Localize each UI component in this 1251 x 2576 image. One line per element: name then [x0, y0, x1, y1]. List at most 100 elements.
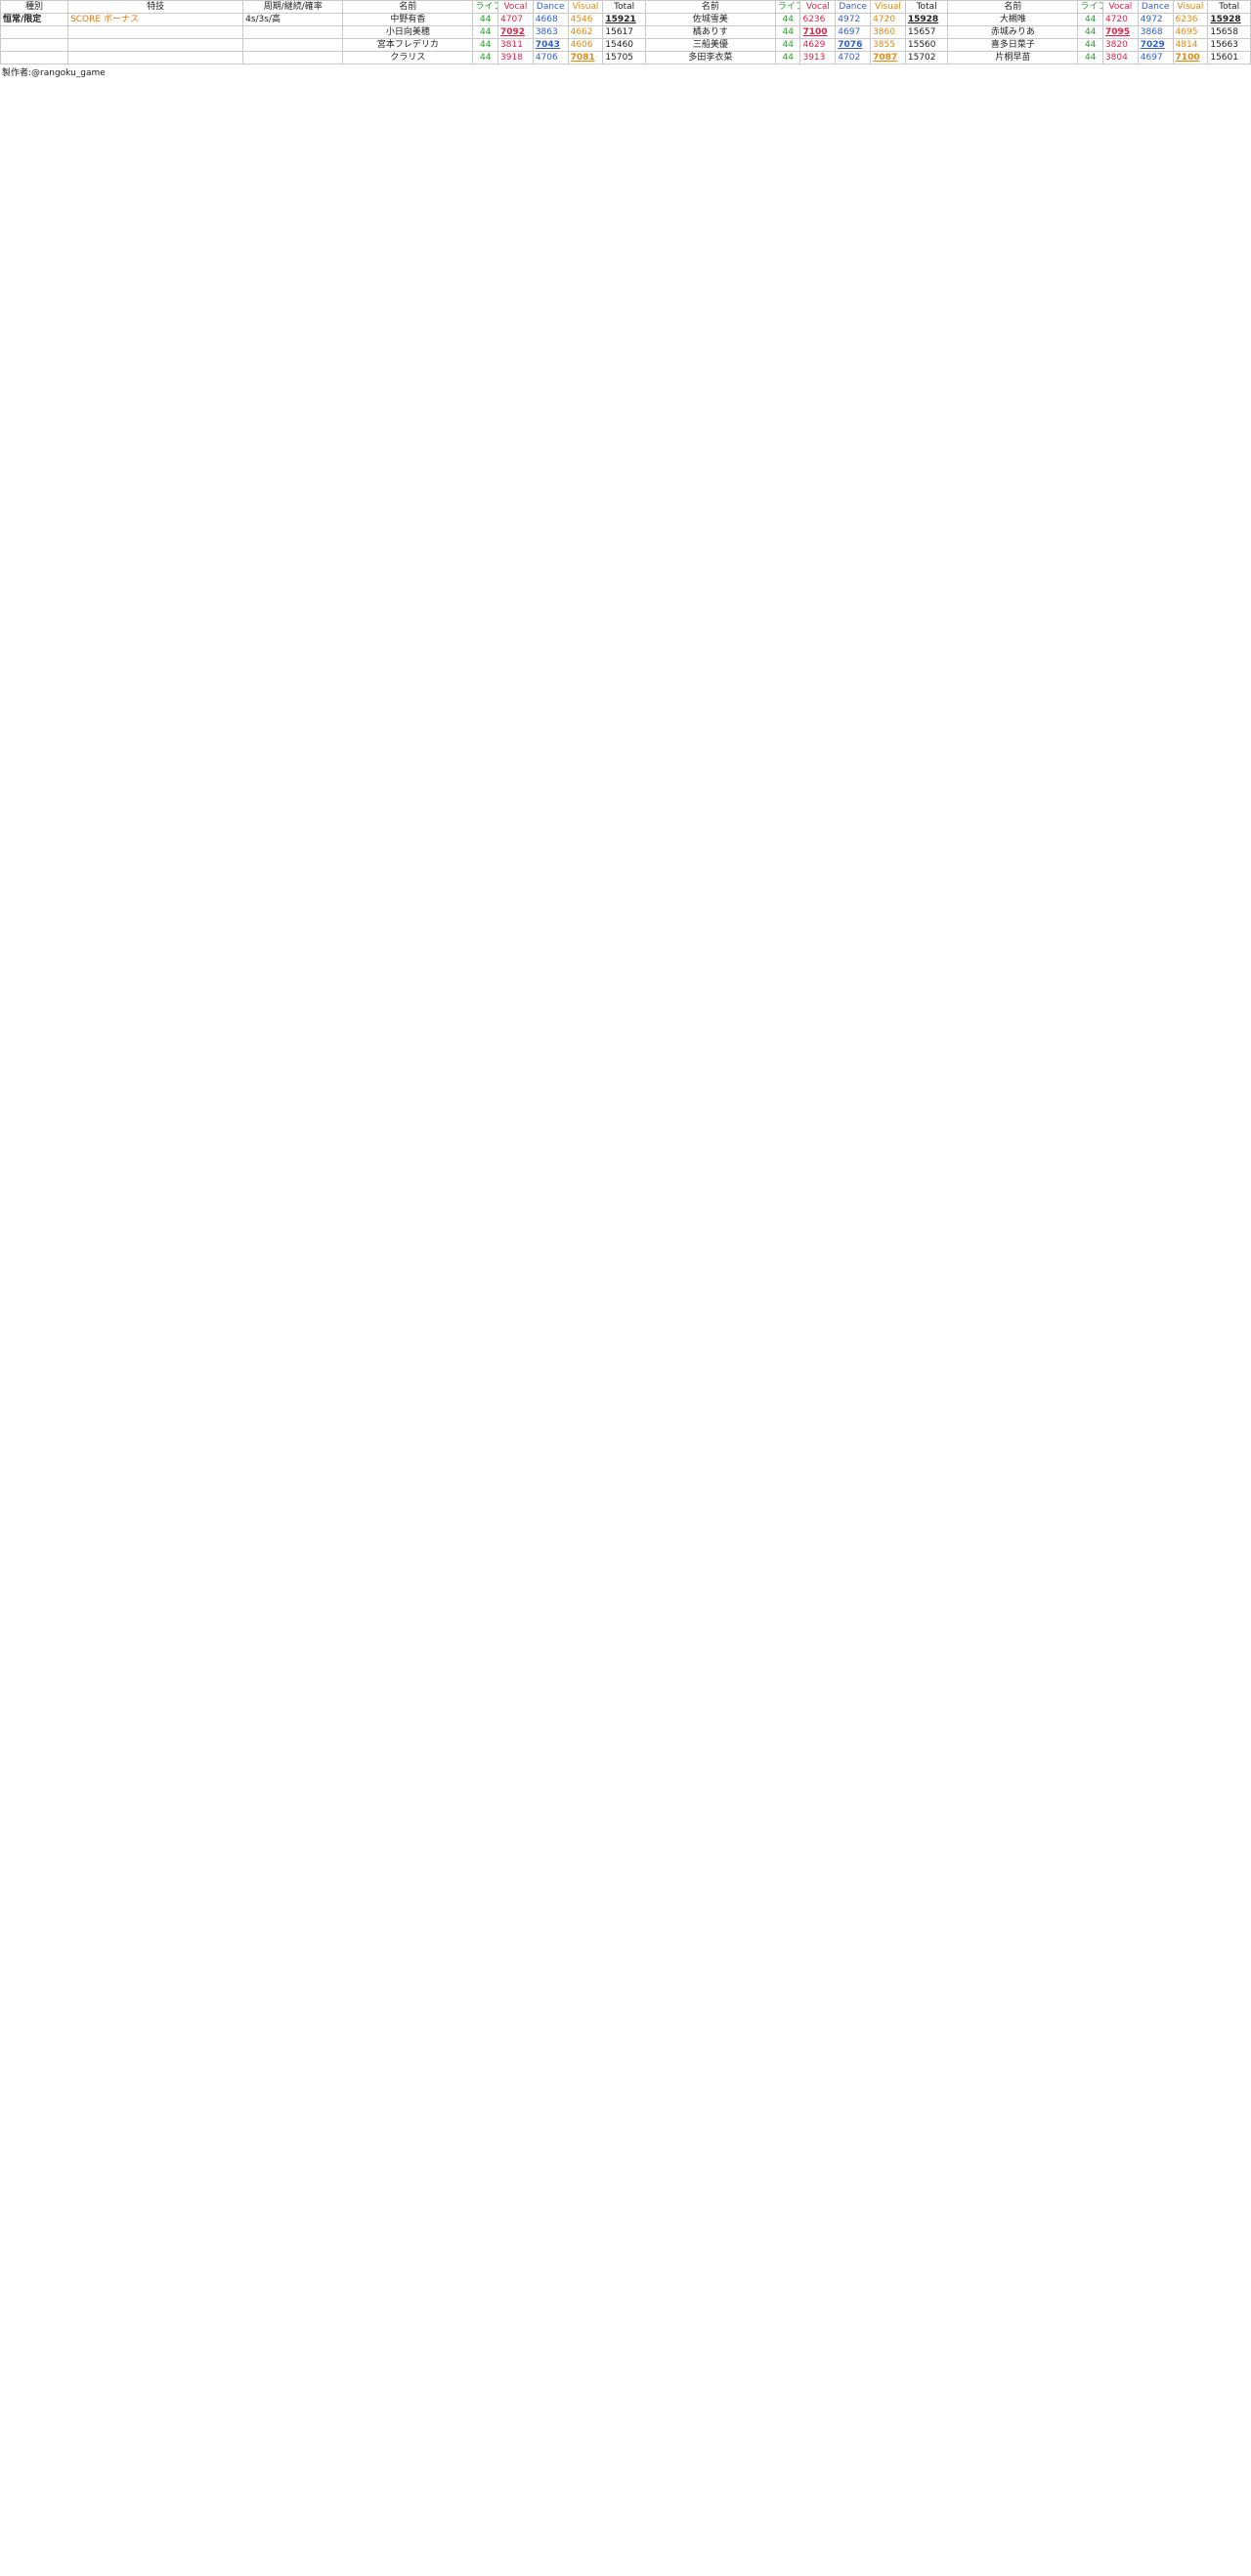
dance-value: 4697	[1137, 51, 1174, 64]
header-cooldown: 周期/継続/確率	[242, 0, 344, 14]
visual-value: 3860	[870, 25, 906, 39]
vocal-value: 6236	[799, 13, 837, 26]
life-value: 44	[1077, 38, 1103, 52]
header-dance: Dance	[1137, 0, 1174, 14]
total-value: 15560	[904, 38, 949, 52]
life-value: 44	[774, 51, 801, 64]
feature-cell	[67, 25, 244, 39]
cooldown-cell	[242, 25, 344, 39]
total-value: 15921	[602, 13, 646, 26]
idol-name: 小日向美穂	[342, 25, 474, 39]
vocal-value: 3820	[1101, 38, 1139, 52]
vocal-value: 7095	[1101, 25, 1139, 39]
total-value: 15601	[1207, 51, 1251, 64]
vocal-value: 7100	[799, 25, 837, 39]
cooldown-cell	[242, 38, 344, 52]
life-value: 44	[472, 13, 499, 26]
header-name: 名前	[342, 0, 474, 14]
credit-text: 製作者:@rangoku_game	[2, 68, 106, 78]
dance-value: 3863	[532, 25, 569, 39]
header-dance: Dance	[532, 0, 569, 14]
vocal-value: 7092	[497, 25, 534, 39]
dance-value: 4972	[835, 13, 872, 26]
header-vocal: Vocal	[1101, 0, 1139, 14]
visual-value: 4662	[567, 25, 604, 39]
feature-cell	[67, 51, 244, 64]
category-cell	[0, 51, 69, 64]
header-vocal: Vocal	[799, 0, 837, 14]
idol-name: クラリス	[342, 51, 474, 64]
table-body: 恒常/限定 SCORE ボーナス 4s/3s/高 中野有香 44 4707 4668 4546…	[0, 13, 1251, 64]
header-name: 名前	[644, 0, 776, 14]
header-category: 種別	[0, 0, 69, 14]
header-life: ライフ	[1077, 0, 1103, 14]
header-visual: Visual	[1172, 0, 1209, 14]
category-cell	[0, 25, 69, 39]
life-value: 44	[472, 25, 499, 39]
visual-value: 7087	[870, 51, 906, 64]
dance-value: 3868	[1137, 25, 1174, 39]
dance-value: 4668	[532, 13, 569, 26]
dance-value: 4706	[532, 51, 569, 64]
cooldown-cell	[242, 51, 344, 64]
dance-value: 4697	[835, 25, 872, 39]
life-value: 44	[472, 51, 499, 64]
header-dance: Dance	[835, 0, 872, 14]
idol-name: 片桐早苗	[947, 51, 1079, 64]
visual-value: 4814	[1172, 38, 1209, 52]
visual-value: 4695	[1172, 25, 1209, 39]
visual-value: 7100	[1172, 51, 1209, 64]
total-value: 15702	[904, 51, 949, 64]
vocal-value: 3804	[1101, 51, 1139, 64]
total-value: 15663	[1207, 38, 1251, 52]
idol-name: 赤城みりあ	[947, 25, 1079, 39]
vocal-value: 3913	[799, 51, 837, 64]
life-value: 44	[774, 25, 801, 39]
idol-name: 橘ありす	[644, 25, 776, 39]
visual-value: 4546	[567, 13, 604, 26]
category-cell	[0, 38, 69, 52]
life-value: 44	[774, 38, 801, 52]
idol-name: 佐城雪美	[644, 13, 776, 26]
vocal-value: 3918	[497, 51, 534, 64]
dance-value: 4702	[835, 51, 872, 64]
header-feature: 特技	[67, 0, 244, 14]
visual-value: 6236	[1172, 13, 1209, 26]
table-row: 小日向美穂 44 7092 3863 4662 15617 橘ありす 44 7100 4697 38…	[0, 25, 1251, 39]
total-value: 15617	[602, 25, 646, 39]
total-value: 15460	[602, 38, 646, 52]
vocal-value: 4629	[799, 38, 837, 52]
header-row: 種別 特技 周期/継続/確率 名前 ライフ Vocal Dance Visual…	[0, 0, 1251, 14]
header-visual: Visual	[870, 0, 906, 14]
table-row: 宮本フレデリカ 44 3811 7043 4606 15460 三船美優 44 4629 7076…	[0, 38, 1251, 52]
vocal-value: 4707	[497, 13, 534, 26]
life-value: 44	[1077, 51, 1103, 64]
visual-value: 4720	[870, 13, 906, 26]
header-total: Total	[1207, 0, 1251, 14]
vocal-value: 3811	[497, 38, 534, 52]
life-value: 44	[774, 13, 801, 26]
idol-skill-table: 種別 特技 周期/継続/確率 名前 ライフ Vocal Dance Visual…	[0, 0, 1251, 64]
total-value: 15928	[904, 13, 949, 26]
header-vocal: Vocal	[497, 0, 534, 14]
feature-label: SCORE ボーナス	[67, 13, 244, 26]
idol-name: 三船美優	[644, 38, 776, 52]
header-visual: Visual	[567, 0, 604, 14]
dance-value: 7043	[532, 38, 569, 52]
idol-name: 喜多日菜子	[947, 38, 1079, 52]
header-life: ライフ	[472, 0, 499, 14]
visual-value: 3855	[870, 38, 906, 52]
total-value: 15657	[904, 25, 949, 39]
dance-value: 7029	[1137, 38, 1174, 52]
category-label: 恒常/限定	[0, 13, 69, 26]
dance-value: 4972	[1137, 13, 1174, 26]
cooldown-cell: 4s/3s/高	[242, 13, 344, 26]
life-value: 44	[472, 38, 499, 52]
table-row: 恒常/限定 SCORE ボーナス 4s/3s/高 中野有香 44 4707 4668 4546…	[0, 13, 1251, 26]
idol-name: 多田李衣菜	[644, 51, 776, 64]
idol-name: 宮本フレデリカ	[342, 38, 474, 52]
feature-cell	[67, 38, 244, 52]
life-value: 44	[1077, 13, 1103, 26]
life-value: 44	[1077, 25, 1103, 39]
